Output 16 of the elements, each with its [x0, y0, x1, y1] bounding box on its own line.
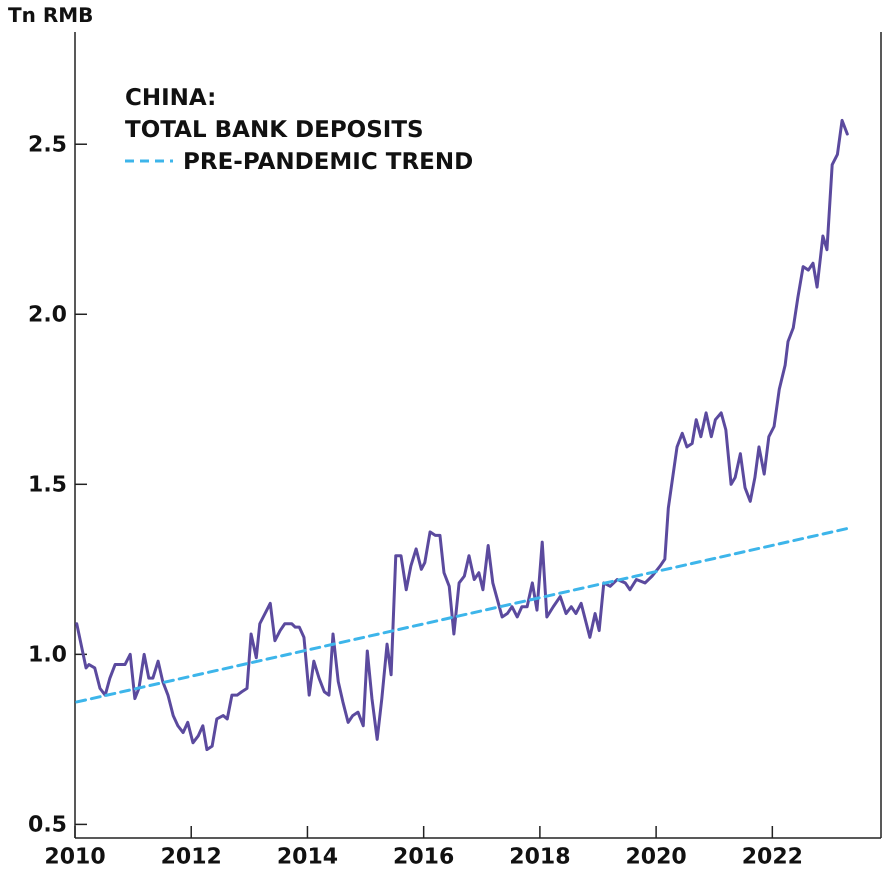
y-tick-label: 2.5: [28, 132, 67, 158]
y-tick-label: 1.5: [28, 472, 67, 498]
y-tick-label: 1.0: [28, 642, 67, 668]
y-tick-label: 0.5: [28, 812, 67, 838]
legend-label: PRE-PANDEMIC TREND: [183, 149, 474, 175]
x-tick-label: 2018: [509, 844, 571, 870]
x-tick-label: 2022: [742, 844, 803, 870]
y-tick-label: 2.0: [28, 302, 67, 328]
y-axis-title: Tn RMB: [8, 3, 94, 27]
text: CHINA: TOTAL BANK DEPOSITS: [125, 85, 424, 143]
x-tick-label: 2010: [44, 844, 106, 870]
line-series: [75, 118, 849, 752]
x-tick-label: 2014: [276, 844, 338, 870]
x-tick-label: 2020: [625, 844, 687, 870]
x-tick-label: 2016: [393, 844, 454, 870]
x-tick-label: 2012: [160, 844, 222, 870]
